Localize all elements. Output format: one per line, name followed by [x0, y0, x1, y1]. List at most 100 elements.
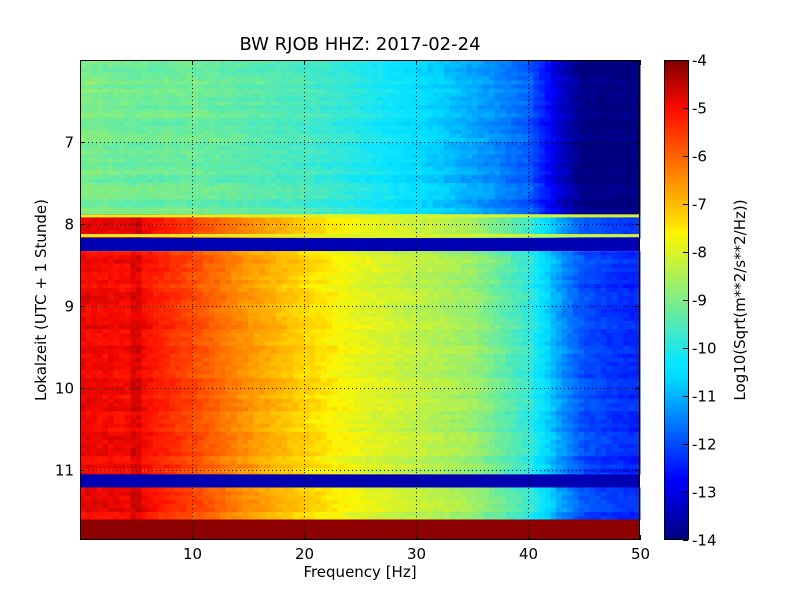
heatmap-cell: [595, 117, 602, 123]
heatmap-cell: [152, 142, 159, 147]
heatmap-cell: [483, 162, 490, 168]
heatmap-cell: [214, 187, 221, 192]
heatmap-cell: [152, 203, 159, 209]
heatmap-cell: [320, 146, 327, 151]
heatmap-cell: [628, 183, 635, 188]
heatmap-cell: [141, 174, 148, 180]
heatmap-cell: [612, 183, 619, 188]
heatmap-cell: [354, 129, 361, 135]
heatmap-cell: [354, 218, 361, 223]
heatmap-cell: [348, 113, 355, 118]
heatmap-cell: [522, 195, 529, 200]
heatmap-cell: [399, 76, 406, 82]
heatmap-cell: [281, 133, 288, 139]
heatmap-cell: [180, 259, 187, 264]
heatmap-cell: [264, 80, 271, 86]
heatmap-cell: [287, 207, 294, 213]
heatmap-cell: [494, 96, 501, 102]
heatmap-cell: [124, 226, 131, 232]
heatmap-cell: [259, 255, 266, 260]
heatmap-cell: [399, 117, 406, 123]
heatmap-cell: [147, 174, 154, 180]
heatmap-cell: [180, 150, 187, 155]
heatmap-cell: [281, 129, 288, 135]
heatmap-cell: [516, 80, 523, 86]
heatmap-cell: [208, 211, 215, 215]
heatmap-cell: [242, 251, 249, 256]
heatmap-cell: [505, 187, 512, 192]
heatmap-cell: [460, 105, 467, 110]
heatmap-cell: [444, 218, 451, 223]
heatmap-cell: [130, 146, 137, 151]
heatmap-cell: [96, 142, 103, 147]
heatmap-cell: [242, 154, 249, 159]
heatmap-cell: [421, 121, 428, 127]
heatmap-cell: [472, 259, 479, 264]
heatmap-cell: [567, 96, 574, 102]
heatmap-cell: [623, 218, 630, 223]
heatmap-cell: [421, 109, 428, 114]
heatmap-cell: [130, 117, 137, 123]
heatmap-cell: [427, 125, 434, 131]
heatmap-cell: [304, 80, 311, 86]
heatmap-cell: [136, 207, 143, 213]
heatmap-cell: [315, 125, 322, 131]
heatmap-cell: [175, 162, 182, 168]
heatmap-cell: [164, 267, 171, 273]
heatmap-cell: [360, 101, 367, 106]
heatmap-cell: [242, 84, 249, 90]
heatmap-cell: [85, 64, 92, 69]
heatmap-cell: [348, 72, 355, 77]
heatmap-cell: [102, 113, 109, 118]
heatmap-cell: [354, 121, 361, 127]
heatmap-cell: [421, 105, 428, 110]
heatmap-cell: [158, 88, 165, 94]
heatmap-cell: [488, 263, 495, 269]
heatmap-cell: [102, 211, 109, 215]
heatmap-cell: [589, 183, 596, 188]
heatmap-cell: [477, 251, 484, 256]
heatmap-cell: [119, 259, 126, 264]
heatmap-cell: [404, 133, 411, 139]
heatmap-cell: [264, 154, 271, 159]
heatmap-cell: [416, 150, 423, 155]
heatmap-cell: [404, 117, 411, 123]
heatmap-cell: [376, 162, 383, 168]
heatmap-cell: [113, 263, 120, 269]
heatmap-cell: [488, 92, 495, 98]
heatmap-cell: [197, 125, 204, 131]
heatmap-cell: [556, 158, 563, 164]
heatmap-cell: [175, 166, 182, 172]
heatmap-cell: [253, 203, 260, 209]
heatmap-cell: [281, 109, 288, 114]
heatmap-cell: [404, 76, 411, 82]
heatmap-cell: [332, 129, 339, 135]
heatmap-cell: [236, 76, 243, 82]
heatmap-cell: [208, 174, 215, 180]
heatmap-cell: [427, 101, 434, 106]
heatmap-cell: [522, 76, 529, 82]
heatmap-cell: [371, 137, 378, 143]
heatmap-cell: [180, 251, 187, 256]
heatmap-cell: [494, 195, 501, 200]
heatmap-cell: [628, 199, 635, 205]
heatmap-cell: [236, 195, 243, 200]
heatmap-cell: [320, 133, 327, 139]
heatmap-cell: [623, 96, 630, 102]
heatmap-cell: [561, 218, 568, 223]
heatmap-cell: [634, 137, 641, 143]
heatmap-cell: [550, 105, 557, 110]
heatmap-cell: [567, 203, 574, 209]
heatmap-cell: [158, 101, 165, 106]
heatmap-cell: [152, 199, 159, 205]
heatmap-cell: [220, 211, 227, 215]
heatmap-cell: [175, 92, 182, 98]
heatmap-cell: [494, 72, 501, 77]
heatmap-cell: [371, 80, 378, 86]
heatmap-cell: [225, 259, 232, 264]
heatmap-cell: [511, 125, 518, 131]
heatmap-cell: [393, 68, 400, 73]
heatmap-cell: [488, 207, 495, 213]
heatmap-cell: [130, 183, 137, 188]
heatmap-cell: [147, 113, 154, 118]
